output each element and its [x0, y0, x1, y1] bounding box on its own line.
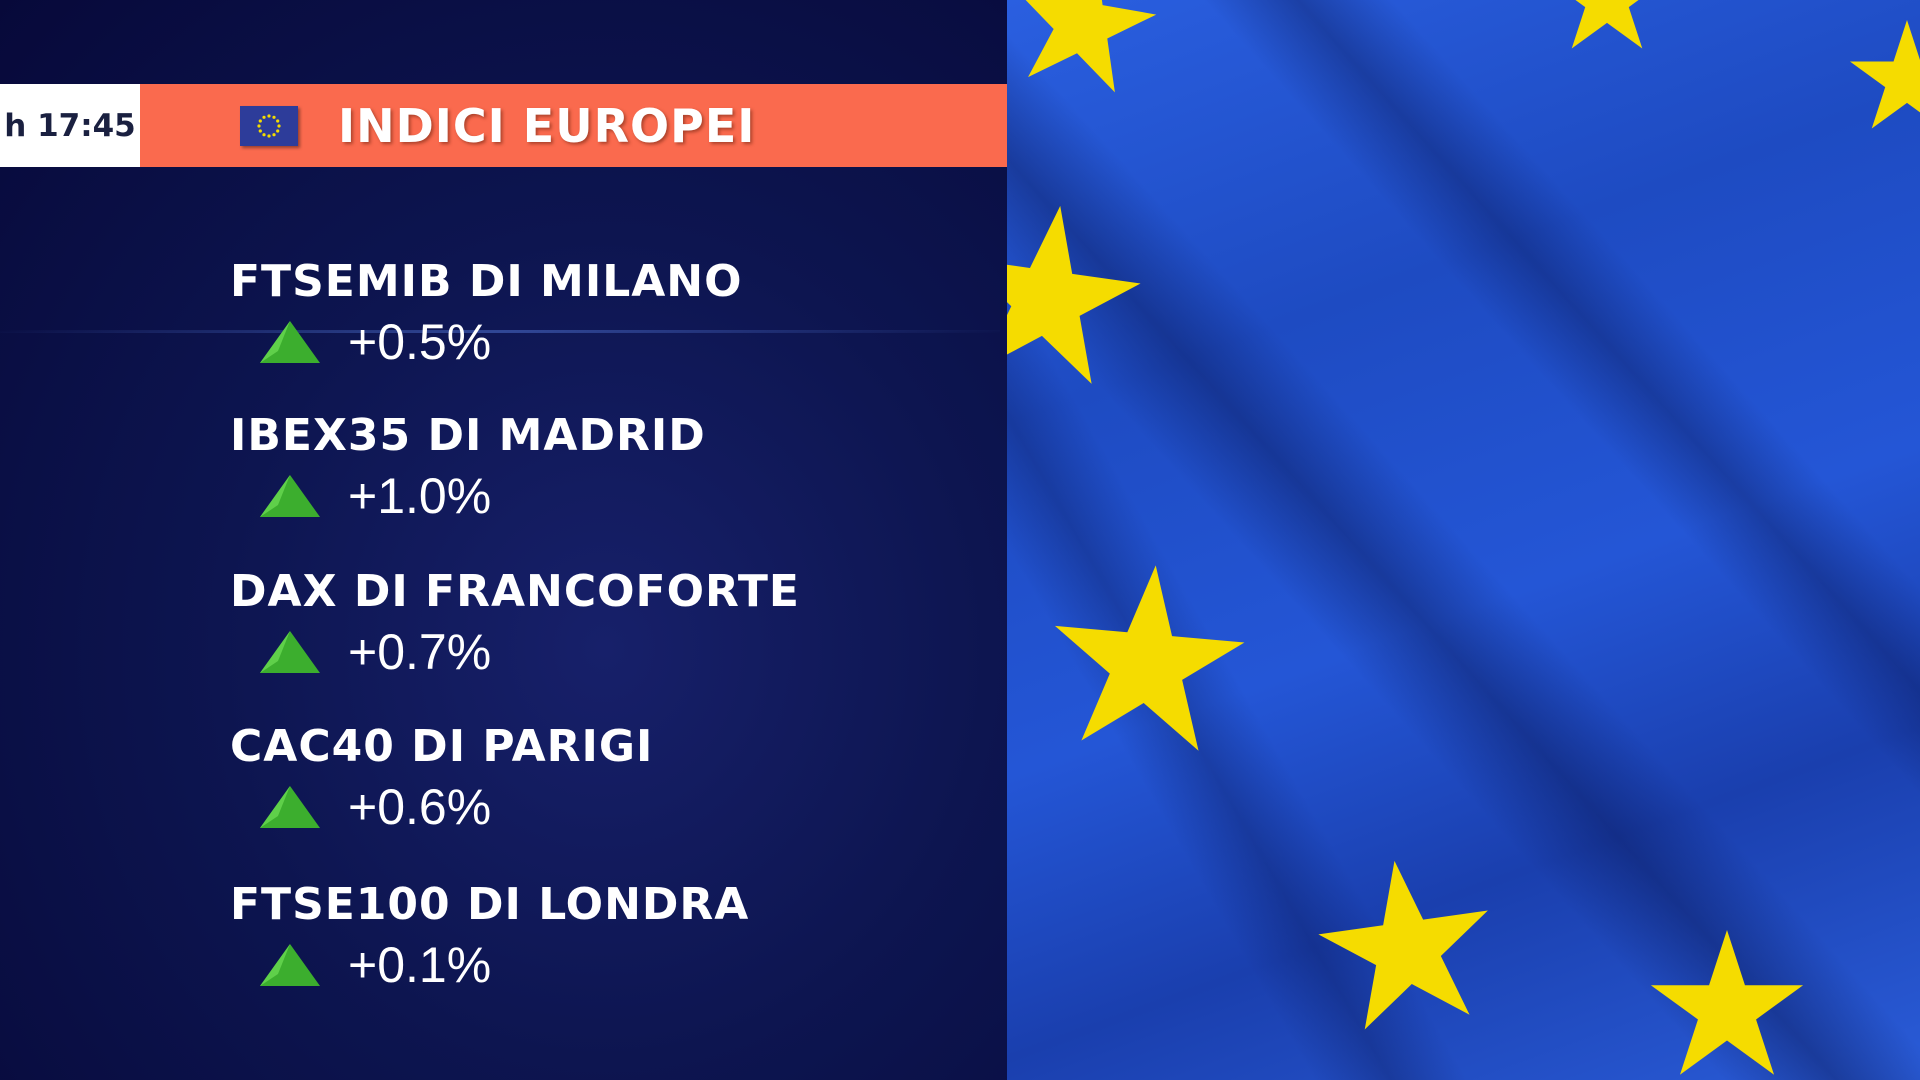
star-icon	[1045, 557, 1251, 754]
index-name: FTSEMIB DI MILANO	[230, 256, 743, 307]
flag-stars	[1007, 0, 1920, 1075]
index-row: CAC40 DI PARIGI +0.6%	[230, 721, 653, 836]
star-icon	[1549, 0, 1665, 49]
index-name: IBEX35 DI MADRID	[230, 410, 706, 461]
star-icon	[1007, 193, 1150, 389]
up-arrow-icon	[260, 631, 320, 673]
index-name: CAC40 DI PARIGI	[230, 721, 654, 772]
index-row: FTSEMIB DI MILANO +0.5%	[230, 256, 743, 371]
index-change: +0.1%	[348, 937, 492, 993]
index-change: +0.7%	[348, 624, 492, 680]
title-band: INDICI EUROPEI	[140, 84, 1007, 167]
time-label: h 17:45	[0, 84, 140, 167]
star-icon	[1650, 930, 1804, 1075]
eu-flag-image	[1007, 0, 1920, 1080]
up-arrow-icon	[260, 786, 320, 828]
index-row: IBEX35 DI MADRID +1.0%	[230, 410, 706, 525]
up-arrow-icon	[260, 321, 320, 363]
eu-flag-icon	[240, 105, 298, 146]
index-change: +0.6%	[348, 779, 492, 835]
page-title: INDICI EUROPEI	[338, 98, 756, 153]
star-icon	[1309, 848, 1502, 1035]
background-panel	[0, 0, 1007, 1080]
star-icon	[1849, 20, 1920, 129]
index-row: DAX DI FRANCOFORTE +0.7%	[230, 566, 800, 681]
star-icon	[1007, 0, 1166, 98]
up-arrow-icon	[260, 475, 320, 517]
index-row: FTSE100 DI LONDRA +0.1%	[230, 879, 749, 994]
background-streak	[0, 330, 1000, 333]
index-change: +1.0%	[348, 468, 492, 524]
index-name: FTSE100 DI LONDRA	[230, 879, 750, 930]
up-arrow-icon	[260, 944, 320, 986]
index-change: +0.5%	[348, 314, 492, 370]
index-name: DAX DI FRANCOFORTE	[230, 566, 800, 617]
